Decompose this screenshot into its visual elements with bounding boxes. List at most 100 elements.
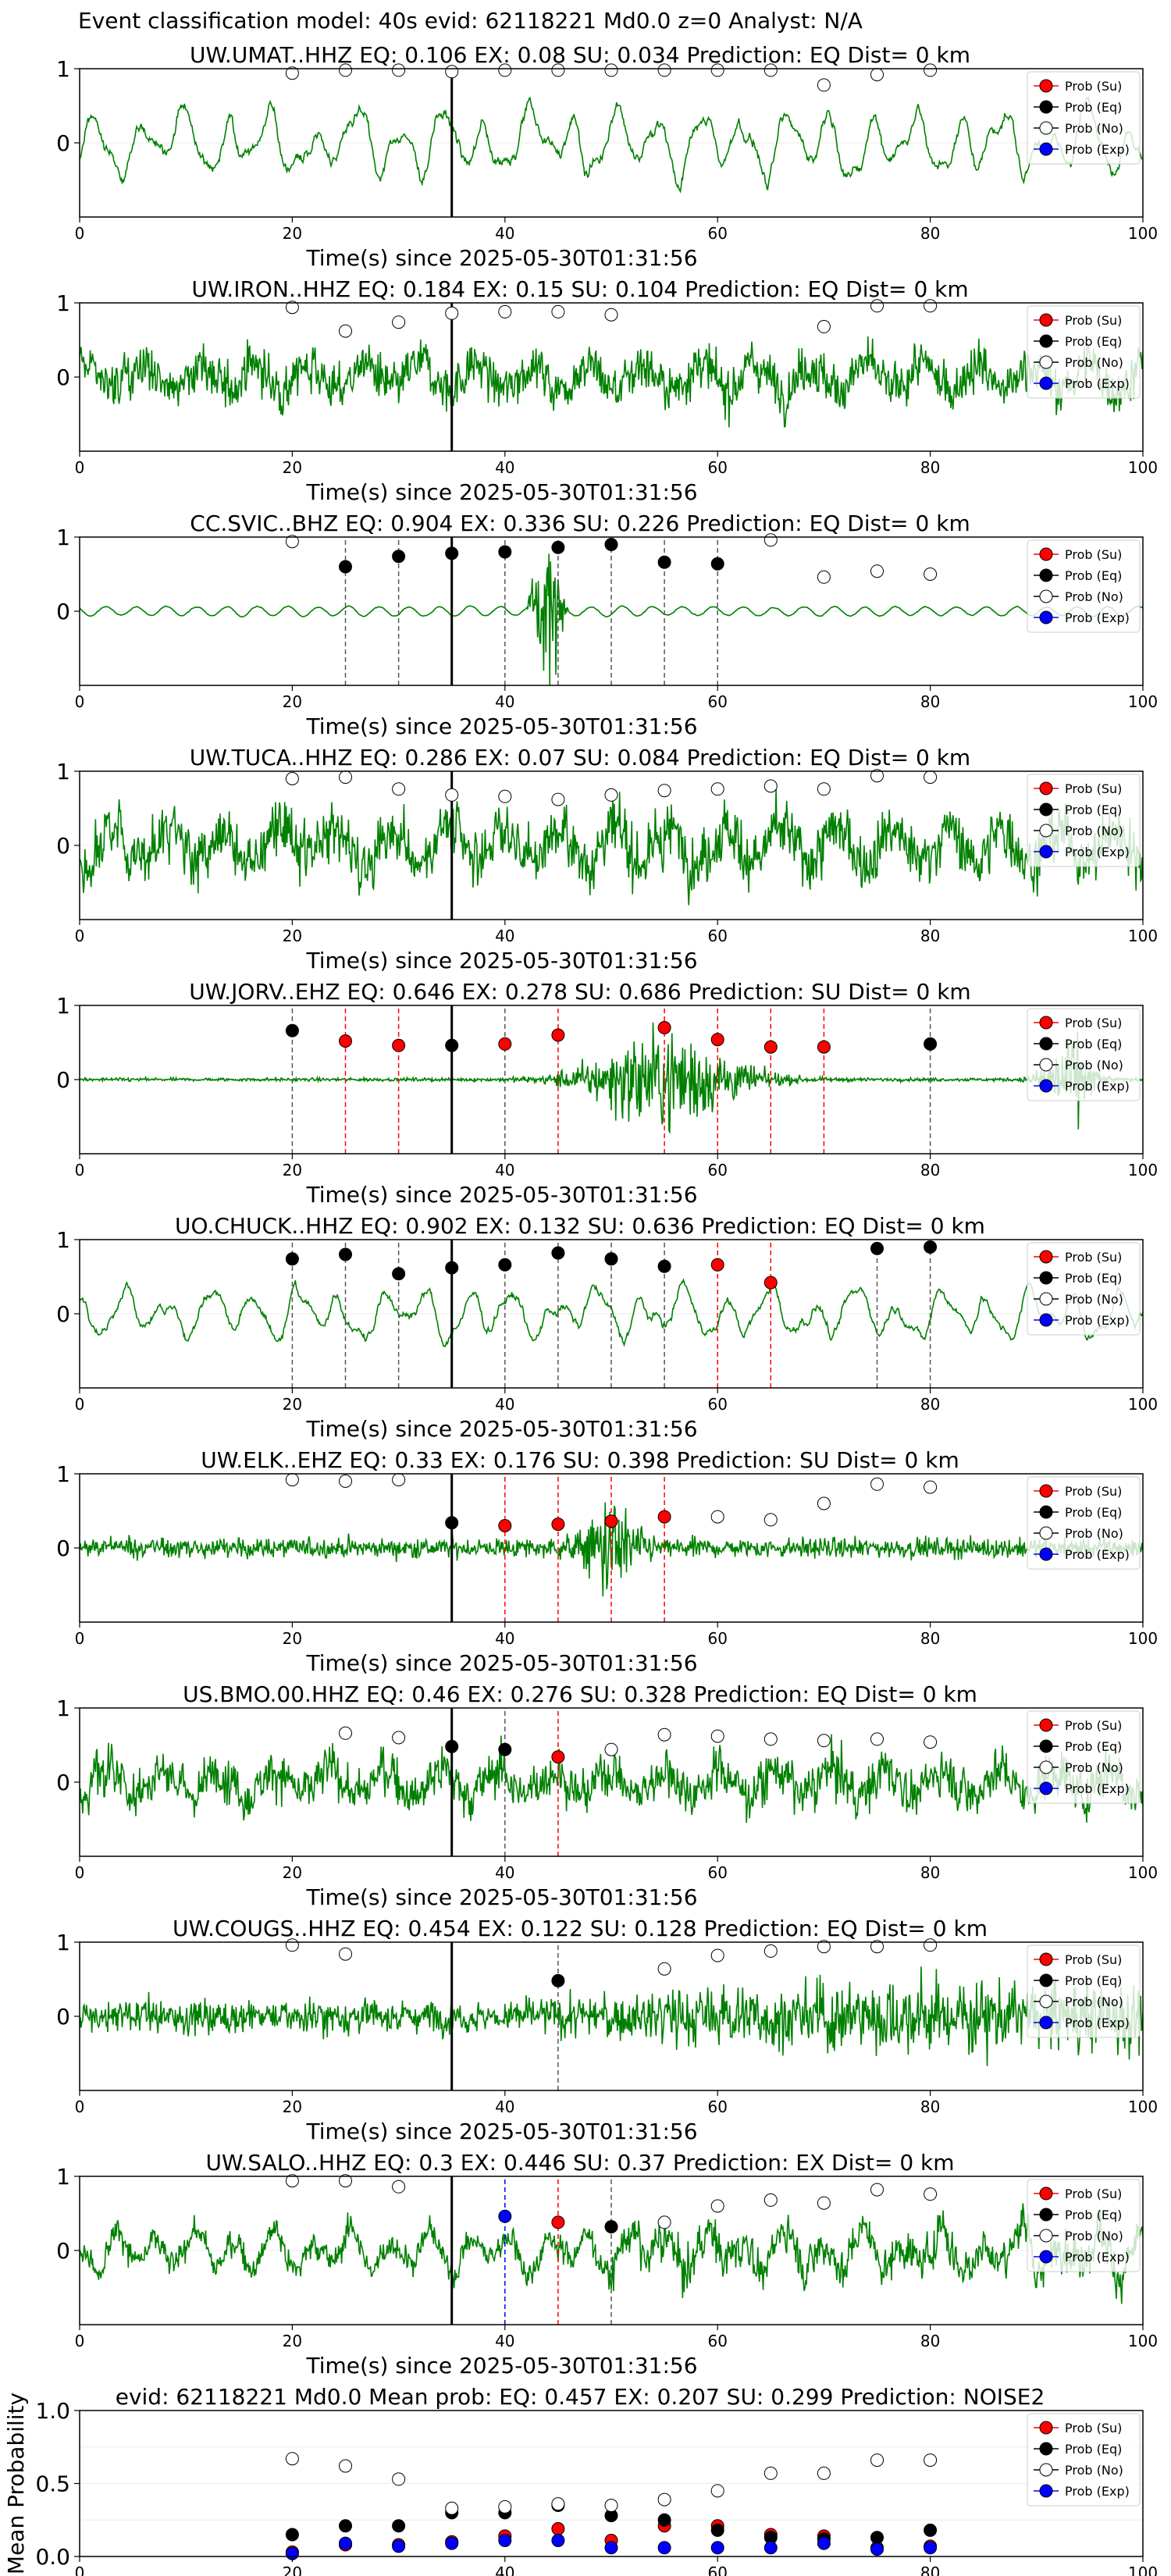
point-no [392,782,406,796]
point-no [339,324,352,338]
x-tick-label: 80 [920,1395,940,1414]
waveform-trace [80,788,1143,906]
legend-frame [1027,1710,1141,1804]
point-no [924,2187,938,2201]
point-no [870,1940,884,1954]
point-exp [604,2541,618,2555]
point-eq [657,555,671,569]
point-no [924,2453,938,2467]
legend-label-eq: Prob (Eq) [1065,1505,1122,1520]
legend: Prob (Su) Prob (Eq) Prob (No) Prob (Exp) [1027,539,1141,633]
legend-label-su: Prob (Su) [1065,2186,1122,2201]
x-tick-label: 20 [283,2097,302,2116]
point-no [763,1944,778,1958]
point-exp [924,2541,938,2555]
x-tick-label: 40 [495,2332,514,2350]
legend: Prob (Su) Prob (Eq) Prob (No) Prob (Exp) [1027,1242,1141,1336]
subplot-1: 0 20 40 60 80 100 0 1 UW.UMAT..HHZ EQ: 0.106 EX:… [56,42,1158,271]
point-no [604,308,618,322]
point-eq [551,540,565,554]
subplot-title: evid: 62118221 Md0.0 Mean prob: EQ: 0.45… [116,2384,1045,2410]
point-no [817,782,831,796]
legend-label-su: Prob (Su) [1065,781,1122,796]
waveform-trace [80,1966,1143,2066]
legend-marker-exp [1039,2250,1053,2264]
legend-frame [1027,1476,1141,1570]
legend: Prob (Su) Prob (Eq) Prob (No) Prob (Exp) [1027,71,1141,165]
point-no [657,2492,671,2507]
y-tick-label: 0 [56,1067,70,1093]
point-no [710,63,724,77]
legend: Prob (Su) Prob (Eq) Prob (No) Prob (Exp) [1027,1476,1141,1570]
x-tick-label: 40 [495,458,514,477]
point-su [763,1040,778,1054]
legend-marker-eq [1039,334,1053,348]
point-no [392,63,406,77]
legend-marker-eq [1039,1739,1053,1753]
legend-label-exp: Prob (Exp) [1065,142,1130,157]
point-no [498,2500,512,2514]
x-tick-label: 0 [75,458,85,477]
point-eq [445,546,459,560]
point-no [870,2453,884,2467]
point-no [285,2452,299,2466]
x-tick-label: 80 [920,692,940,711]
point-no [285,772,299,785]
point-eq [392,2519,406,2533]
point-eq [445,1739,459,1753]
point-no [817,1496,831,1510]
x-tick-label: 60 [707,927,727,945]
point-eq [604,1252,618,1266]
x-tick-label: 40 [495,2097,514,2116]
x-tick-label: 40 [495,1395,514,1414]
y-tick-label: 0 [56,1535,70,1561]
point-su [498,1519,512,1532]
x-tick-label: 60 [707,224,727,243]
legend-marker-no [1039,589,1053,603]
legend-marker-no [1039,2229,1053,2243]
y-tick-label: 0 [56,2004,70,2030]
point-no [339,2459,352,2473]
x-tick-label: 0 [75,1629,85,1648]
point-no [392,1473,406,1487]
legend-marker-exp [1039,2016,1053,2030]
x-tick-label: 0 [75,1863,85,1882]
point-su [551,1028,565,1042]
legend-label-no: Prob (No) [1065,1292,1123,1307]
y-tick-label: 1 [56,290,70,316]
point-su [657,1021,671,1034]
y-tick-label: 1 [56,2164,70,2190]
point-exp [339,2536,352,2550]
legend-marker-su [1039,1718,1053,1732]
y-tick-label: 1.0 [35,2398,70,2424]
point-no [657,784,671,798]
legend-marker-eq [1039,2208,1053,2222]
point-eq [924,2523,938,2537]
x-tick-label: 40 [495,692,514,711]
x-tick-label: 20 [283,1395,302,1414]
x-tick-label: 20 [283,1863,302,1882]
point-eq [710,557,724,571]
point-su [657,1510,671,1524]
y-tick-label: 0.0 [35,2544,70,2570]
legend-label-exp: Prob (Exp) [1065,1547,1130,1562]
point-no [763,1513,778,1527]
point-no [604,63,618,77]
x-tick-label: 60 [707,1629,727,1648]
figure-suptitle: Event classification model: 40s evid: 62… [78,8,863,34]
y-tick-label: 1 [56,56,70,82]
legend-label-su: Prob (Su) [1065,79,1122,94]
x-tick-label: 100 [1128,927,1158,945]
point-no [710,2484,724,2498]
subplot-title: US.BMO.00.HHZ EQ: 0.46 EX: 0.276 SU: 0.3… [183,1681,977,1707]
point-eq [924,1037,938,1051]
legend-frame [1027,539,1141,633]
y-tick-label: 0.5 [35,2471,70,2497]
point-no [604,1742,618,1756]
waveform-trace [80,336,1143,428]
legend-marker-su [1039,2421,1053,2435]
x-tick-label: 100 [1128,2564,1158,2576]
legend-label-exp: Prob (Exp) [1065,1781,1130,1796]
x-tick-label: 100 [1128,692,1158,711]
x-tick-label: 20 [283,458,302,477]
